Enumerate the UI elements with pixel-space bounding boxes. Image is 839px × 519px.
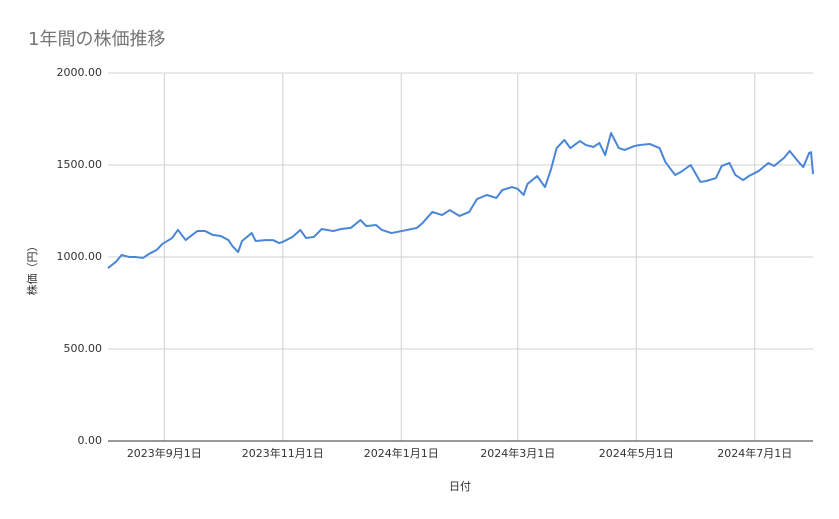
y-tick-label: 1500.00 [57, 158, 103, 171]
y-tick-label: 1000.00 [57, 250, 103, 263]
x-tick-label: 2024年5月1日 [599, 446, 674, 460]
x-tick-label: 2023年9月1日 [127, 446, 202, 460]
x-tick-label: 2024年7月1日 [717, 446, 792, 460]
y-tick-label: 0.00 [78, 434, 103, 447]
y-tick-label: 500.00 [64, 342, 103, 355]
price-line [107, 131, 814, 269]
x-axis-title: 日付 [449, 480, 471, 493]
x-tick-label: 2023年11月1日 [242, 446, 324, 460]
y-tick-label: 2000.00 [57, 66, 103, 79]
y-axis-title: 株価（円） [25, 241, 39, 296]
x-tick-label: 2024年1月1日 [364, 446, 439, 460]
chart-title: 1年間の株価推移 [28, 29, 165, 50]
x-tick-label: 2024年3月1日 [480, 446, 555, 460]
